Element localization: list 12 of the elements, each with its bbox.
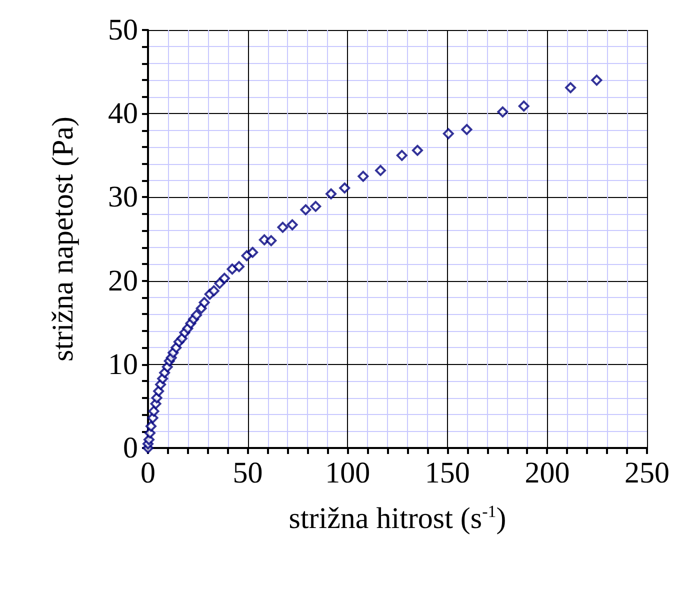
y-tick-label: 0 bbox=[123, 432, 138, 464]
y-tick-label: 10 bbox=[108, 348, 138, 381]
x-tick-label: 50 bbox=[232, 456, 263, 490]
y-axis-title: strižna napetost (Pa) bbox=[46, 116, 80, 362]
y-tick-label: 20 bbox=[108, 264, 138, 298]
x-tick-label: 200 bbox=[524, 456, 570, 490]
y-tick-label: 40 bbox=[108, 97, 138, 130]
x-tick-label: 100 bbox=[325, 456, 370, 490]
y-tick-label: 50 bbox=[108, 14, 138, 46]
x-tick-label: 250 bbox=[624, 456, 670, 490]
x-tick-label: 150 bbox=[424, 456, 470, 490]
y-tick-label: 30 bbox=[108, 180, 138, 214]
